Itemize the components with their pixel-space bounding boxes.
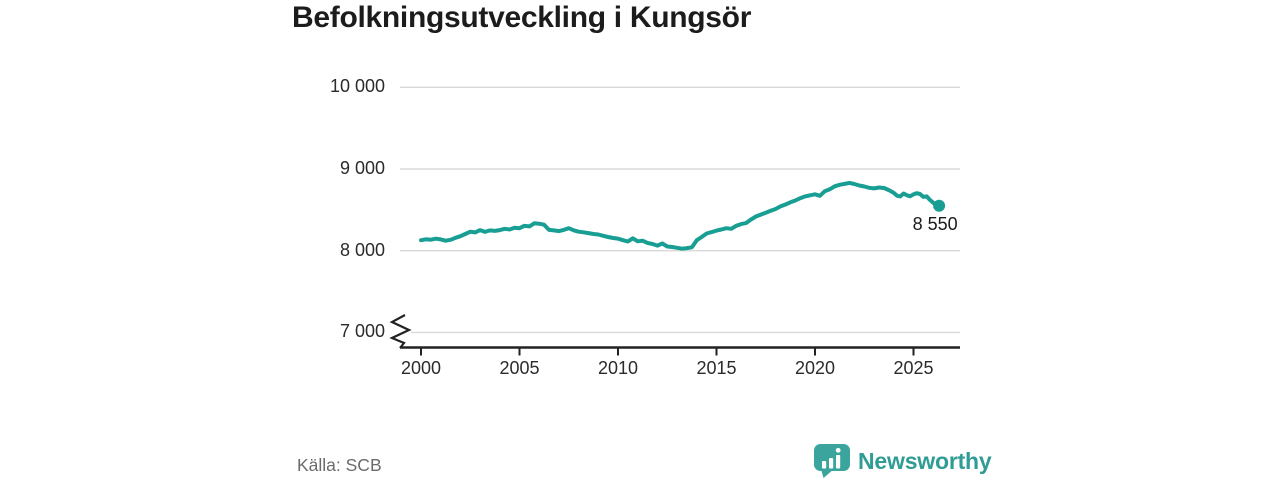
brand-name: Newsworthy xyxy=(858,447,992,474)
x-tick-label: 2010 xyxy=(597,358,639,378)
y-tick-label: 10 000 xyxy=(329,76,385,97)
population-line-series xyxy=(419,180,942,251)
last-value-annotation: 8 550 xyxy=(912,213,958,234)
source-attribution: Källa: SCB xyxy=(297,455,382,475)
newsworthy-brand: Newsworthy xyxy=(814,444,992,478)
newsworthy-logo-icon xyxy=(814,444,850,478)
x-tick-label: 2020 xyxy=(794,358,836,378)
x-tick-label: 2025 xyxy=(893,358,934,378)
x-tick-label: 2000 xyxy=(400,358,442,378)
x-tick-label: 2005 xyxy=(499,358,540,378)
page-title: Befolkningsutveckling i Kungsör xyxy=(292,1,752,34)
y-tick-label: 9 000 xyxy=(339,158,385,178)
axis-break-zigzag xyxy=(389,314,412,349)
y-tick-label: 8 000 xyxy=(339,239,385,260)
last-data-point xyxy=(933,199,946,212)
y-tick-label: 7 000 xyxy=(339,321,385,342)
x-tick-label: 2015 xyxy=(696,358,737,378)
